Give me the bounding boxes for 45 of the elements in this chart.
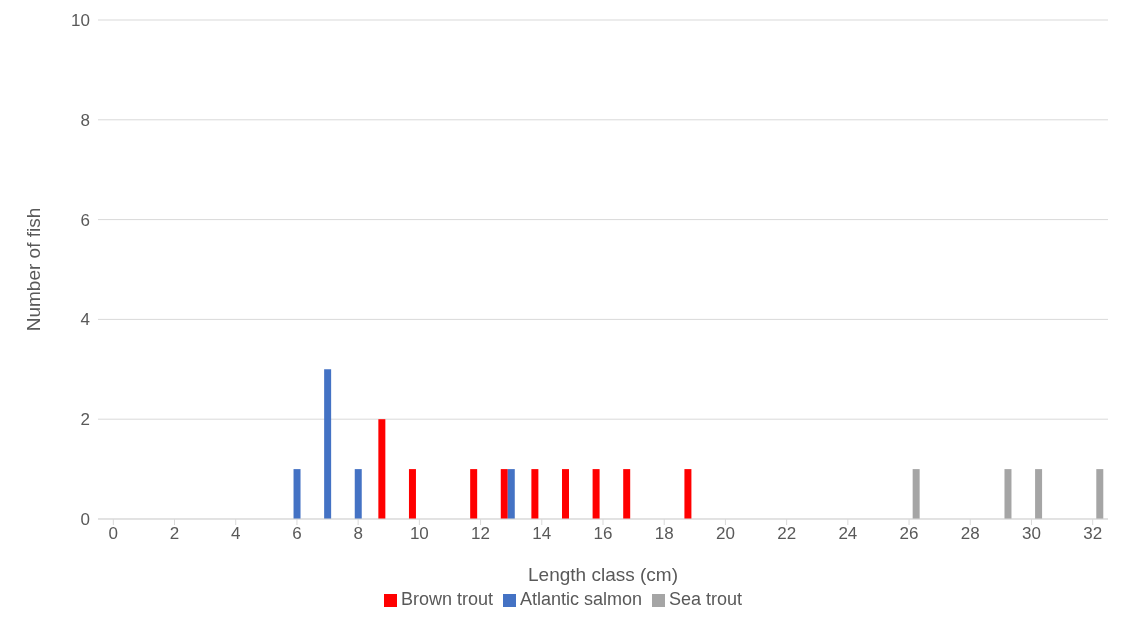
y-tick-label: 4 [80, 310, 90, 330]
y-tick-label: 6 [80, 210, 90, 230]
x-tick-label: 22 [777, 524, 797, 544]
x-tick-label: 0 [108, 524, 119, 544]
bar [500, 469, 508, 519]
x-tick-label: 18 [654, 524, 674, 544]
x-tick-label: 6 [292, 524, 302, 544]
y-tick-label: 8 [80, 110, 90, 130]
x-axis-title: Length class (cm) [528, 564, 678, 585]
bar [378, 419, 386, 519]
x-tick-label: 24 [838, 524, 858, 544]
bar [507, 469, 515, 519]
bar [623, 469, 631, 519]
x-tick-label: 10 [409, 524, 429, 544]
x-tick-label: 32 [1083, 524, 1103, 544]
bar [1004, 469, 1012, 519]
y-tick-label: 2 [80, 410, 90, 430]
x-tick-label: 8 [353, 524, 363, 544]
y-axis-title: Number of fish [22, 207, 44, 332]
bar [293, 469, 301, 519]
bar [1096, 469, 1104, 519]
bar [684, 469, 692, 519]
x-tick-label: 16 [593, 524, 613, 544]
legend-label: Sea trout [669, 589, 743, 609]
legend-label: Atlantic salmon [519, 589, 643, 609]
bar [408, 469, 416, 519]
x-tick-label: 28 [960, 524, 980, 544]
x-tick-label: 30 [1022, 524, 1041, 544]
x-tick-label: 20 [715, 524, 735, 544]
legend-label: Brown trout [400, 589, 493, 609]
x-tick-label: 26 [899, 524, 919, 544]
bar [561, 469, 569, 519]
y-tick-label: 10 [71, 11, 90, 31]
y-tick-label: 0 [80, 510, 90, 530]
x-tick-label: 14 [532, 524, 552, 544]
bar [1035, 469, 1043, 519]
x-tick-label: 2 [169, 524, 180, 544]
x-tick-label: 12 [471, 524, 491, 544]
bar [324, 369, 332, 519]
bar [354, 469, 362, 519]
bar [531, 469, 539, 519]
bar [470, 469, 478, 519]
bar [592, 469, 600, 519]
x-tick-label: 4 [230, 524, 241, 544]
bar [912, 469, 920, 519]
